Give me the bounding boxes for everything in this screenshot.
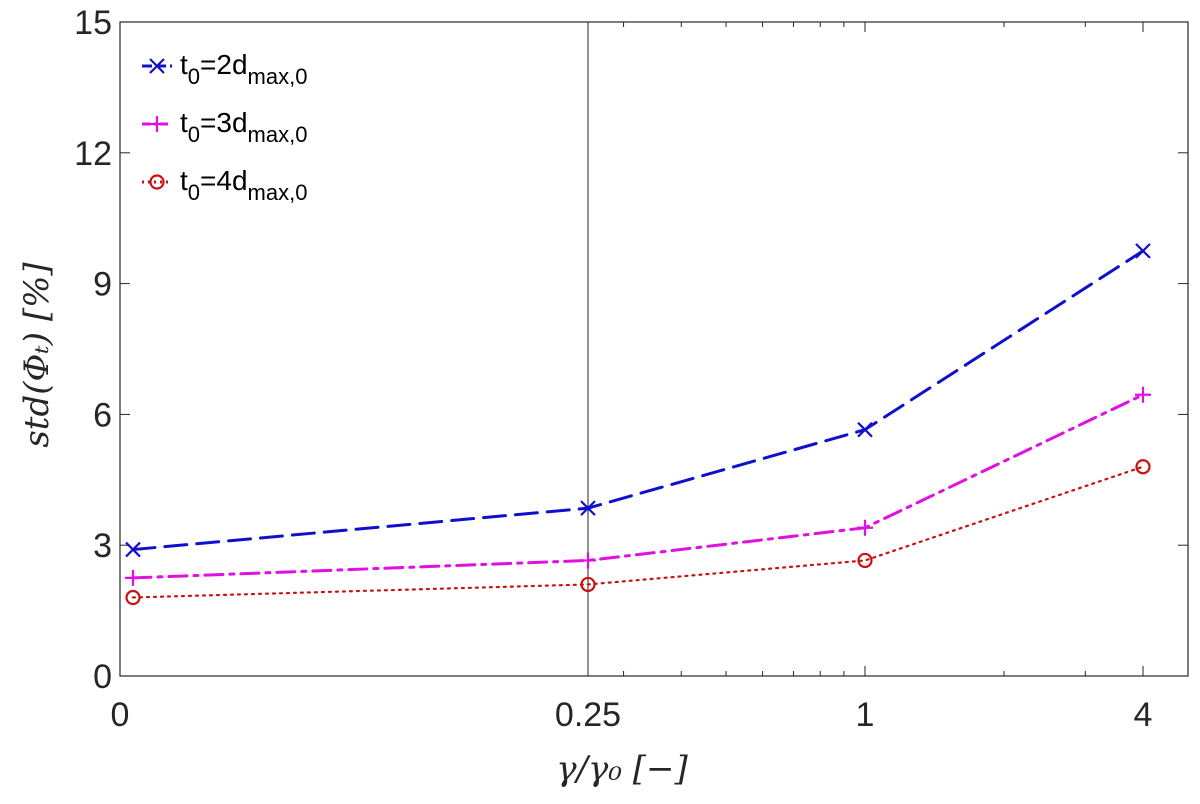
tick-labels: 0 3 6 9 12 15 0 0.25 1 4 (74, 4, 1152, 734)
circle-marker (149, 174, 165, 190)
x-tick-label: 0.25 (555, 696, 621, 734)
plus-marker (857, 519, 873, 536)
plus-marker (149, 116, 165, 132)
series-line (131, 249, 1145, 552)
y-tick-label: 6 (93, 396, 112, 434)
series-2 (125, 386, 1151, 586)
x-tick-label: 4 (1134, 696, 1153, 734)
x-axis-label: γ/γ₀ [−] (556, 749, 688, 789)
circle-marker (1135, 459, 1151, 475)
plus-marker (580, 552, 596, 569)
plot-frame (119, 21, 1189, 677)
series-line (131, 393, 1145, 580)
legend-item-1: t0=2dmax,0 (142, 49, 307, 89)
x-tick-label: 1 (856, 696, 875, 734)
axis-ticks (120, 21, 1188, 677)
series-line (131, 465, 1145, 599)
plus-marker (125, 569, 141, 586)
legend-label: t0=2dmax,0 (180, 49, 307, 89)
y-tick-label: 9 (93, 266, 112, 304)
circle-marker (580, 576, 596, 593)
y-tick-label: 0 (93, 658, 112, 696)
series-1 (125, 243, 1151, 558)
series-3 (125, 459, 1151, 606)
x-marker (857, 421, 873, 438)
legend: t0=2dmax,0 t0=3dmax,0 t0=4dmax,0 (142, 49, 307, 205)
y-tick-label: 15 (74, 4, 112, 42)
legend-label: t0=3dmax,0 (180, 107, 307, 147)
x-tick-label: 0 (111, 696, 130, 734)
plus-marker (1135, 386, 1151, 403)
data-series (125, 243, 1151, 606)
x-marker (149, 58, 165, 74)
y-tick-label: 3 (93, 527, 112, 565)
legend-item-2: t0=3dmax,0 (142, 107, 307, 147)
circle-marker (857, 552, 873, 569)
x-marker (125, 541, 141, 558)
x-marker (580, 500, 596, 516)
circle-marker (125, 589, 141, 606)
y-tick-label: 12 (74, 135, 112, 173)
plot-area (119, 21, 1189, 677)
legend-label: t0=4dmax,0 (180, 165, 307, 205)
legend-item-3: t0=4dmax,0 (142, 165, 307, 205)
x-marker (1135, 243, 1151, 259)
y-axis-label: std(Φₜ) [%] (17, 262, 57, 448)
